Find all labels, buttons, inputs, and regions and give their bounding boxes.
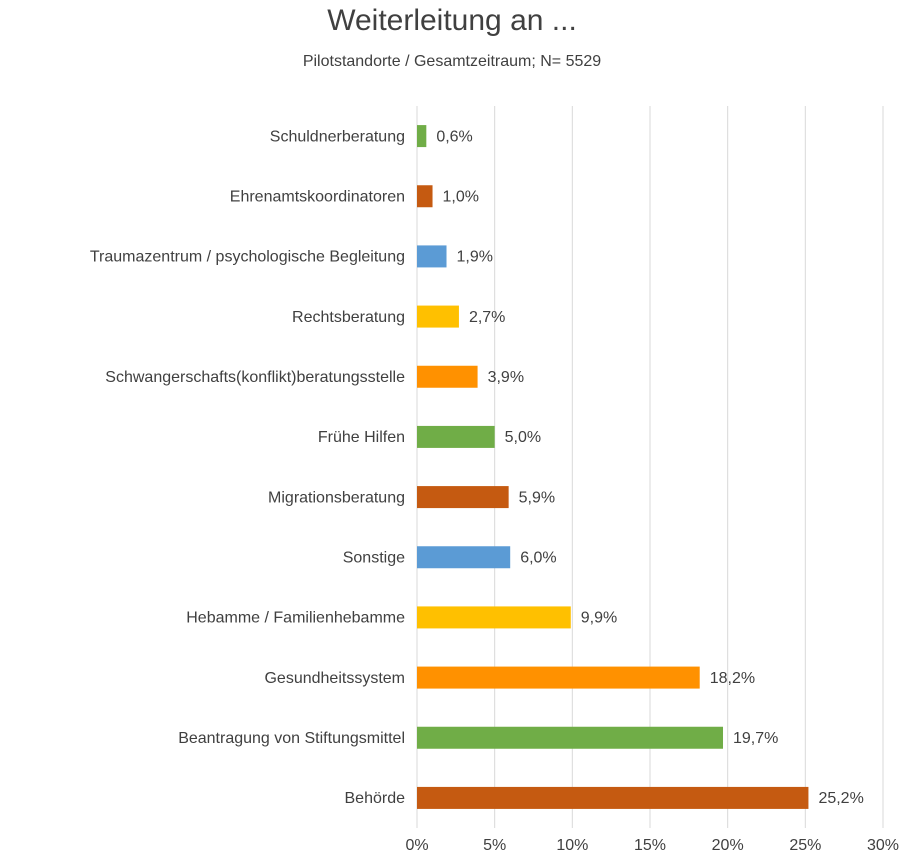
y-tick-label: Rechtsberatung [292, 309, 405, 326]
x-tick-label: 30% [867, 837, 899, 854]
value-label: 2,7% [469, 309, 505, 326]
bar [417, 125, 427, 148]
bar [417, 546, 511, 569]
chart-subtitle: Pilotstandorte / Gesamtzeitraum; N= 5529 [303, 53, 601, 70]
x-tick-label: 20% [712, 837, 744, 854]
x-tick-label: 10% [556, 837, 588, 854]
bar [417, 606, 571, 629]
bar [417, 486, 509, 509]
y-tick-label: Gesundheitssystem [264, 670, 405, 687]
x-tick-label: 25% [789, 837, 821, 854]
value-label: 1,0% [443, 188, 479, 205]
value-label: 0,6% [436, 128, 472, 145]
bar [417, 185, 433, 208]
y-tick-label: Frühe Hilfen [318, 429, 405, 446]
value-label: 3,9% [488, 369, 524, 386]
bar [417, 666, 700, 689]
y-tick-label: Traumazentrum / psychologische Begleitun… [90, 249, 405, 266]
x-tick-label: 15% [634, 837, 666, 854]
value-label: 9,9% [581, 610, 617, 627]
chart-title: Weiterleitung an ... [327, 4, 577, 37]
y-tick-label: Hebamme / Familienhebamme [186, 610, 405, 627]
bar [417, 425, 495, 448]
y-tick-label: Beantragung von Stiftungsmittel [178, 730, 405, 747]
value-label: 1,9% [457, 249, 493, 266]
bar [417, 365, 478, 388]
y-tick-label: Sonstige [343, 549, 405, 566]
bar [417, 245, 447, 268]
y-tick-label: Schuldnerberatung [270, 128, 405, 145]
value-label: 6,0% [520, 549, 556, 566]
y-tick-label: Behörde [345, 790, 406, 807]
value-label: 25,2% [818, 790, 863, 807]
value-label: 5,9% [519, 489, 555, 506]
y-tick-label: Migrationsberatung [268, 489, 405, 506]
bar [417, 305, 459, 328]
value-label: 5,0% [505, 429, 541, 446]
x-tick-label: 0% [405, 837, 428, 854]
value-label: 18,2% [710, 670, 755, 687]
y-tick-label: Ehrenamtskoordinatoren [230, 188, 405, 205]
x-tick-label: 5% [483, 837, 506, 854]
y-tick-label: Schwangerschafts(konflikt)beratungsstell… [105, 369, 405, 386]
bar [417, 726, 724, 749]
value-label: 19,7% [733, 730, 778, 747]
bar [417, 786, 809, 809]
